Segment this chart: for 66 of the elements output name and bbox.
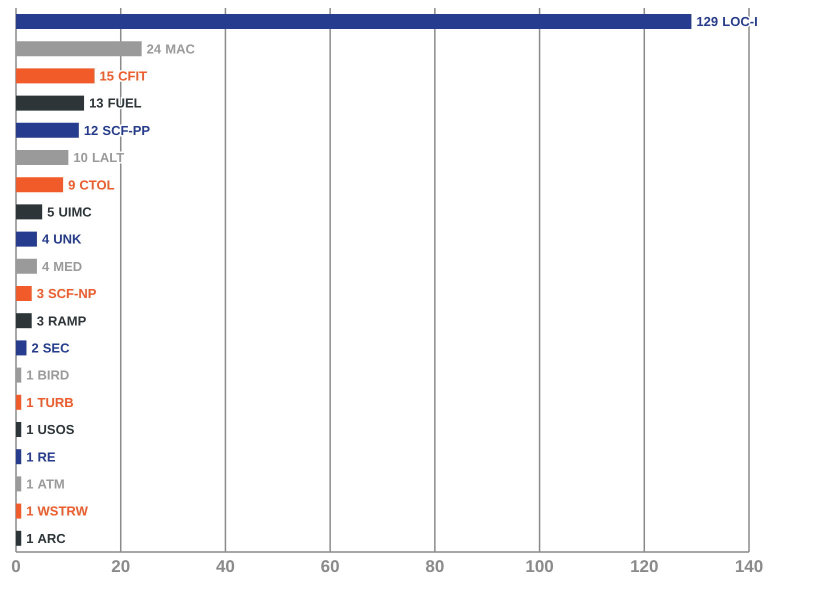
y-tick-label: SCF-PP	[102, 122, 150, 138]
bar	[16, 476, 22, 492]
y-tick-label: TURB	[38, 394, 74, 410]
y-tick-label: USOS	[38, 422, 75, 438]
data-label: 1	[26, 449, 34, 464]
data-label: 1	[26, 504, 34, 519]
y-tick-label: LOC-I	[722, 14, 758, 30]
data-label: 13	[89, 96, 104, 111]
x-tick-label: 40	[216, 557, 235, 576]
data-label: 1	[26, 530, 34, 546]
bar	[16, 394, 22, 410]
bar	[16, 530, 22, 546]
data-label: 4	[42, 232, 50, 247]
bar	[16, 504, 22, 519]
bar	[16, 204, 42, 220]
bar	[16, 232, 37, 247]
bar	[16, 68, 95, 84]
bar	[16, 422, 22, 437]
data-label: 1	[26, 368, 34, 383]
bar	[16, 258, 37, 274]
y-tick-label: ATM	[38, 476, 65, 492]
data-label: 1	[26, 394, 34, 410]
data-label: 4	[42, 258, 50, 274]
y-tick-label: CFIT	[118, 68, 148, 84]
bar	[16, 96, 84, 111]
y-tick-label: WSTRW	[38, 504, 89, 519]
bar	[16, 340, 26, 356]
y-tick-label: UIMC	[58, 204, 92, 220]
data-label: 3	[36, 313, 44, 328]
x-tick-label: 100	[525, 557, 554, 576]
bar	[16, 150, 68, 165]
y-tick-label: RAMP	[48, 313, 87, 328]
y-tick-label: MED	[53, 258, 82, 274]
x-tick-label: 140	[734, 557, 764, 576]
bar	[16, 449, 22, 464]
data-label: 1	[26, 476, 34, 492]
data-label: 24	[146, 41, 162, 56]
data-label: 15	[100, 68, 114, 84]
data-label: 10	[73, 150, 88, 166]
x-tick-label: 20	[111, 557, 130, 576]
y-tick-label: ARC	[38, 530, 66, 546]
data-label: 3	[36, 286, 44, 302]
y-tick-label: SCF-NP	[48, 286, 97, 302]
data-label: 1	[26, 422, 34, 438]
bar	[16, 41, 142, 56]
bar	[16, 286, 32, 301]
data-label: 5	[47, 204, 54, 220]
y-tick-label: SEC	[42, 340, 70, 356]
x-tick-label: 80	[425, 557, 444, 576]
y-tick-label: MAC	[165, 41, 196, 56]
bar	[16, 368, 22, 383]
y-tick-label: UNK	[53, 232, 82, 247]
y-tick-label: BIRD	[38, 368, 70, 383]
data-label: 9	[68, 177, 76, 192]
bar	[16, 14, 692, 29]
y-tick-label: CTOL	[79, 177, 115, 192]
x-tick-label: 120	[630, 557, 658, 576]
y-tick-label: RE	[38, 449, 56, 464]
bar	[16, 313, 32, 328]
x-tick-label: 0	[11, 557, 21, 576]
data-label: 2	[31, 340, 39, 356]
x-tick-label: 60	[320, 557, 340, 576]
data-label: 129	[696, 14, 718, 30]
data-label: 12	[84, 122, 98, 138]
bar	[16, 122, 79, 138]
bar	[16, 177, 64, 192]
